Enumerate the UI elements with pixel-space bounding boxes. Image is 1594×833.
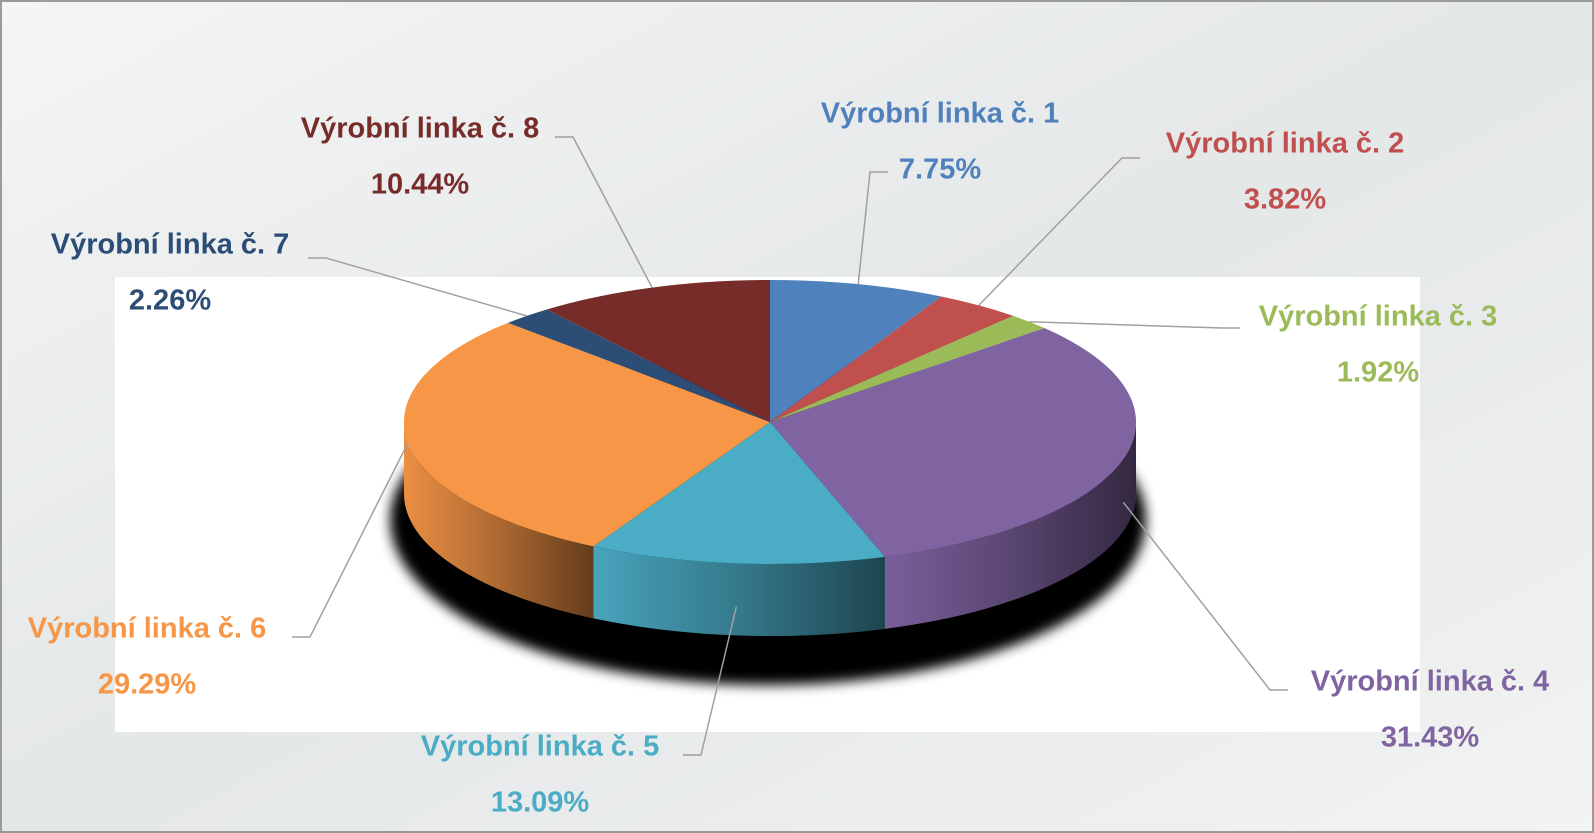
- label-value: 29.29%: [98, 669, 197, 701]
- leader-line: [683, 606, 738, 756]
- leader-line: [308, 257, 527, 317]
- leader-line: [555, 136, 653, 288]
- slice: [770, 296, 1014, 422]
- label-name: Výrobní linka č. 2: [1166, 128, 1405, 160]
- slice: [770, 328, 1136, 557]
- side-shade: [593, 546, 885, 636]
- slice: [546, 280, 770, 422]
- label-name: Výrobní linka č. 3: [1259, 301, 1498, 333]
- slice: [770, 315, 1045, 422]
- label-name: Výrobní linka č. 8: [301, 113, 540, 145]
- leader-line: [1029, 321, 1240, 329]
- leader-line: [978, 157, 1140, 306]
- label-name: Výrobní linka č. 6: [28, 613, 267, 645]
- label-value: 1.92%: [1337, 357, 1419, 389]
- side-shade: [884, 422, 1136, 629]
- label-value: 31.43%: [1381, 722, 1480, 754]
- label-value: 3.82%: [1244, 184, 1326, 216]
- label-value: 2.26%: [129, 285, 211, 317]
- side-shade: [404, 422, 594, 619]
- label-name: Výrobní linka č. 7: [51, 229, 290, 261]
- slice: [404, 322, 770, 547]
- label-name: Výrobní linka č. 1: [821, 98, 1060, 130]
- label-value: 10.44%: [371, 169, 470, 201]
- slice: [593, 422, 885, 564]
- label-name: Výrobní linka č. 4: [1311, 666, 1550, 698]
- leader-line: [1122, 501, 1288, 691]
- leader-line: [857, 171, 888, 285]
- slice: [770, 280, 942, 422]
- slice: [507, 309, 770, 422]
- leader-line: [292, 442, 409, 638]
- label-value: 7.75%: [899, 154, 981, 186]
- label-value: 13.09%: [491, 787, 590, 819]
- label-name: Výrobní linka č. 5: [421, 731, 660, 763]
